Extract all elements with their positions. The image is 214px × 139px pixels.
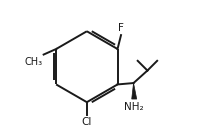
Text: F: F	[118, 23, 124, 33]
Text: Cl: Cl	[82, 117, 92, 127]
Polygon shape	[132, 83, 137, 99]
Text: NH₂: NH₂	[124, 101, 144, 111]
Text: CH₃: CH₃	[24, 57, 43, 67]
